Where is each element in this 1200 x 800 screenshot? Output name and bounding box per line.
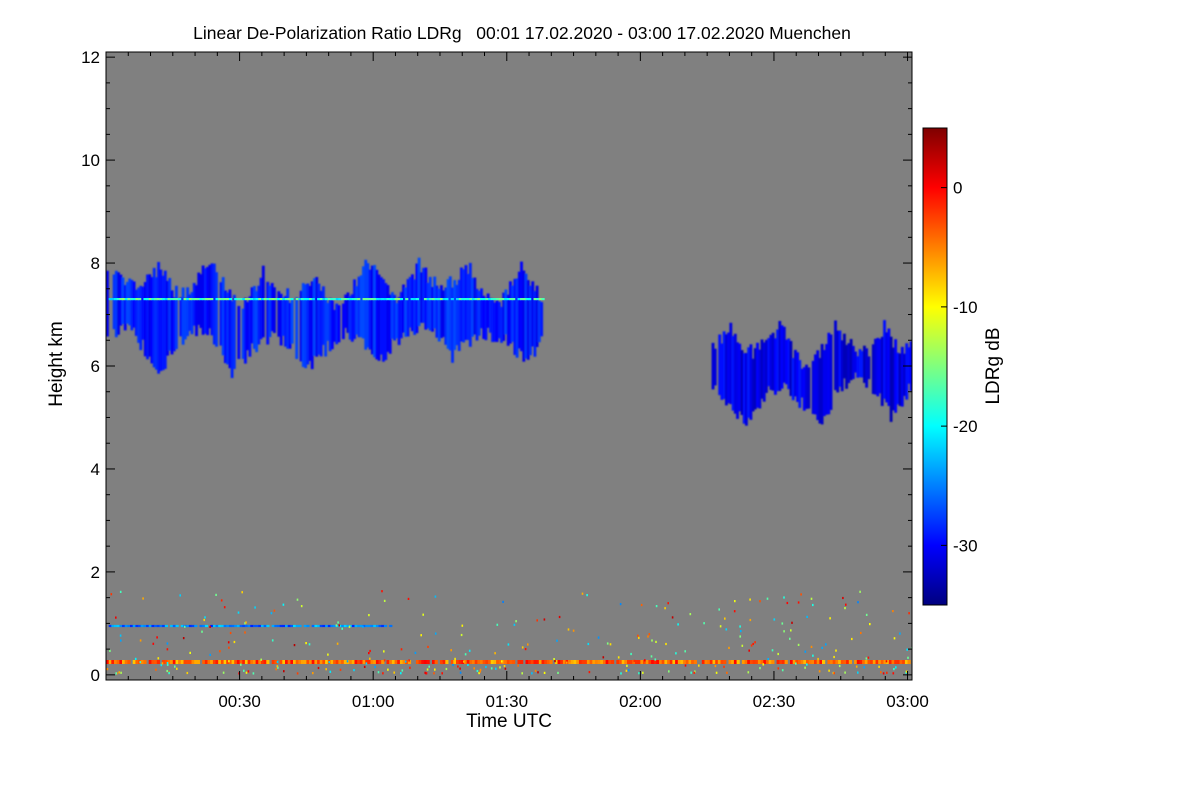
- y-tick-label: 12: [81, 48, 100, 67]
- colorbar-label: LDRg dB: [983, 327, 1004, 404]
- low-layer-line: [108, 624, 393, 628]
- cirrus-layer-1: [106, 257, 544, 378]
- colorbar-tick-label: -20: [953, 417, 978, 436]
- x-axis: 00:30 01:00 01:30 02:00 02:30 03:00: [127, 52, 929, 711]
- colorbar: [922, 127, 948, 606]
- x-tick-label: 01:30: [486, 692, 529, 711]
- x-axis-label: Time UTC: [466, 711, 552, 732]
- cirrus-layer-2: [711, 320, 912, 426]
- x-tick-label: 03:00: [886, 692, 929, 711]
- chart-title: Linear De-Polarization Ratio LDRg 00:01 …: [193, 23, 851, 43]
- surface-band: [106, 660, 911, 664]
- x-tick-label: 00:30: [218, 692, 261, 711]
- y-axis-label: Height km: [46, 321, 67, 407]
- y-tick-label: 8: [91, 254, 100, 273]
- enhanced-ldr-line: [108, 298, 545, 301]
- noise-speckles: [106, 590, 912, 675]
- x-tick-label: 02:30: [753, 692, 796, 711]
- colorbar-ticks: 0 -10 -20 -30: [941, 179, 978, 555]
- colorbar-tick-label: -10: [953, 298, 978, 317]
- y-tick-label: 6: [91, 357, 100, 376]
- colorbar-tick-label: -30: [953, 536, 978, 555]
- y-tick-label: 0: [91, 666, 100, 685]
- y-tick-label: 4: [91, 460, 100, 479]
- colorbar-tick-label: 0: [953, 179, 962, 198]
- y-tick-label: 2: [91, 563, 100, 582]
- heatmap-features: [106, 257, 912, 675]
- y-tick-label: 10: [81, 151, 100, 170]
- x-tick-label: 02:00: [619, 692, 662, 711]
- y-axis: 0 2 4 6 8 10 12: [81, 48, 912, 685]
- x-tick-label: 01:00: [352, 692, 395, 711]
